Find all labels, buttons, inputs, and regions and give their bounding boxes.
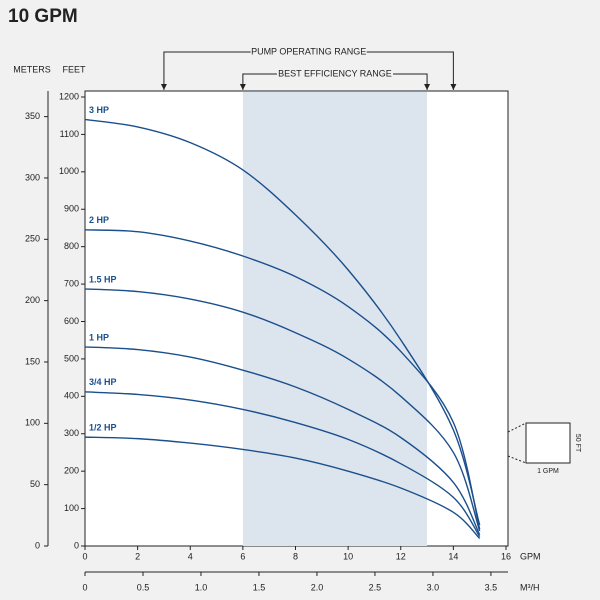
y2-tick-label: 50	[30, 479, 40, 489]
y-tick-label: 400	[64, 391, 79, 401]
y-tick-label: 700	[64, 278, 79, 288]
arrowhead	[424, 84, 431, 90]
pump-curve	[84, 118, 481, 526]
y2-tick-label: 100	[25, 418, 40, 428]
y-tick-label: 600	[64, 316, 79, 326]
x-axis-label: GPM	[520, 551, 541, 561]
x-tick-label: 10	[343, 551, 353, 561]
y-tick-label: 1200	[59, 91, 79, 101]
x-tick-label: 2	[135, 551, 140, 561]
pump-curve	[84, 436, 481, 540]
pump-curve	[84, 288, 481, 532]
y2-tick-label: 250	[25, 234, 40, 244]
y2-axis-label: METERS	[13, 64, 51, 74]
range-label: BEST EFFICIENCY RANGE	[278, 68, 392, 78]
x-tick-label: 8	[293, 551, 298, 561]
y-tick-label: 100	[64, 503, 79, 513]
x2-tick-label: 2.5	[369, 582, 382, 592]
curve-label: 1 HP	[89, 332, 109, 342]
inset-box	[525, 422, 571, 464]
pump-curve	[84, 391, 481, 538]
x-tick-label: 12	[396, 551, 406, 561]
x2-tick-label: 0.5	[137, 582, 150, 592]
curve-label: 1/2 HP	[89, 422, 117, 432]
y-tick-label: 1000	[59, 166, 79, 176]
curve-label: 1.5 HP	[89, 274, 117, 284]
chart-title: 10 GPM	[8, 6, 78, 27]
x2-tick-label: 2.0	[311, 582, 324, 592]
pump-curve	[84, 229, 481, 530]
pump-curve	[84, 346, 481, 536]
arrowhead	[450, 84, 457, 90]
inset-connector	[507, 455, 527, 464]
y2-tick-label: 200	[25, 295, 40, 305]
y-tick-label: 900	[64, 204, 79, 214]
curve-label: 3 HP	[89, 105, 109, 115]
x-tick-label: 0	[82, 551, 87, 561]
x2-tick-label: 0	[82, 582, 87, 592]
range-label: PUMP OPERATING RANGE	[251, 46, 366, 56]
y2-tick-label: 300	[25, 172, 40, 182]
y2-tick-label: 150	[25, 356, 40, 366]
y-tick-label: 200	[64, 466, 79, 476]
arrowhead	[160, 84, 167, 90]
x2-tick-label: 3.0	[427, 582, 440, 592]
y-axis-label: FEET	[62, 64, 86, 74]
inset-connector	[507, 422, 527, 433]
x-tick-label: 6	[240, 551, 245, 561]
y-tick-label: 300	[64, 428, 79, 438]
arrowhead	[239, 84, 246, 90]
x-tick-label: 14	[448, 551, 458, 561]
x-tick-label: 16	[501, 551, 511, 561]
best-efficiency-band	[242, 92, 428, 546]
y2-tick-label: 0	[35, 540, 40, 550]
y-tick-label: 0	[74, 540, 79, 550]
inset-y-label: 50 FT	[574, 434, 581, 453]
y-tick-label: 1100	[60, 129, 79, 139]
y-tick-label: 500	[64, 353, 79, 363]
x2-tick-label: 3.5	[485, 582, 498, 592]
curve-label: 3/4 HP	[89, 377, 117, 387]
x2-axis-label: M³/H	[520, 582, 540, 592]
y2-tick-label: 350	[25, 111, 40, 121]
x-tick-label: 4	[188, 551, 193, 561]
curve-label: 2 HP	[89, 215, 109, 225]
x2-tick-label: 1.0	[195, 582, 208, 592]
range-label-bg	[250, 46, 367, 58]
y-tick-label: 800	[64, 241, 79, 251]
inset-x-label: 1 GPM	[537, 468, 559, 475]
x2-tick-label: 1.5	[253, 582, 266, 592]
range-label-bg	[276, 68, 393, 80]
